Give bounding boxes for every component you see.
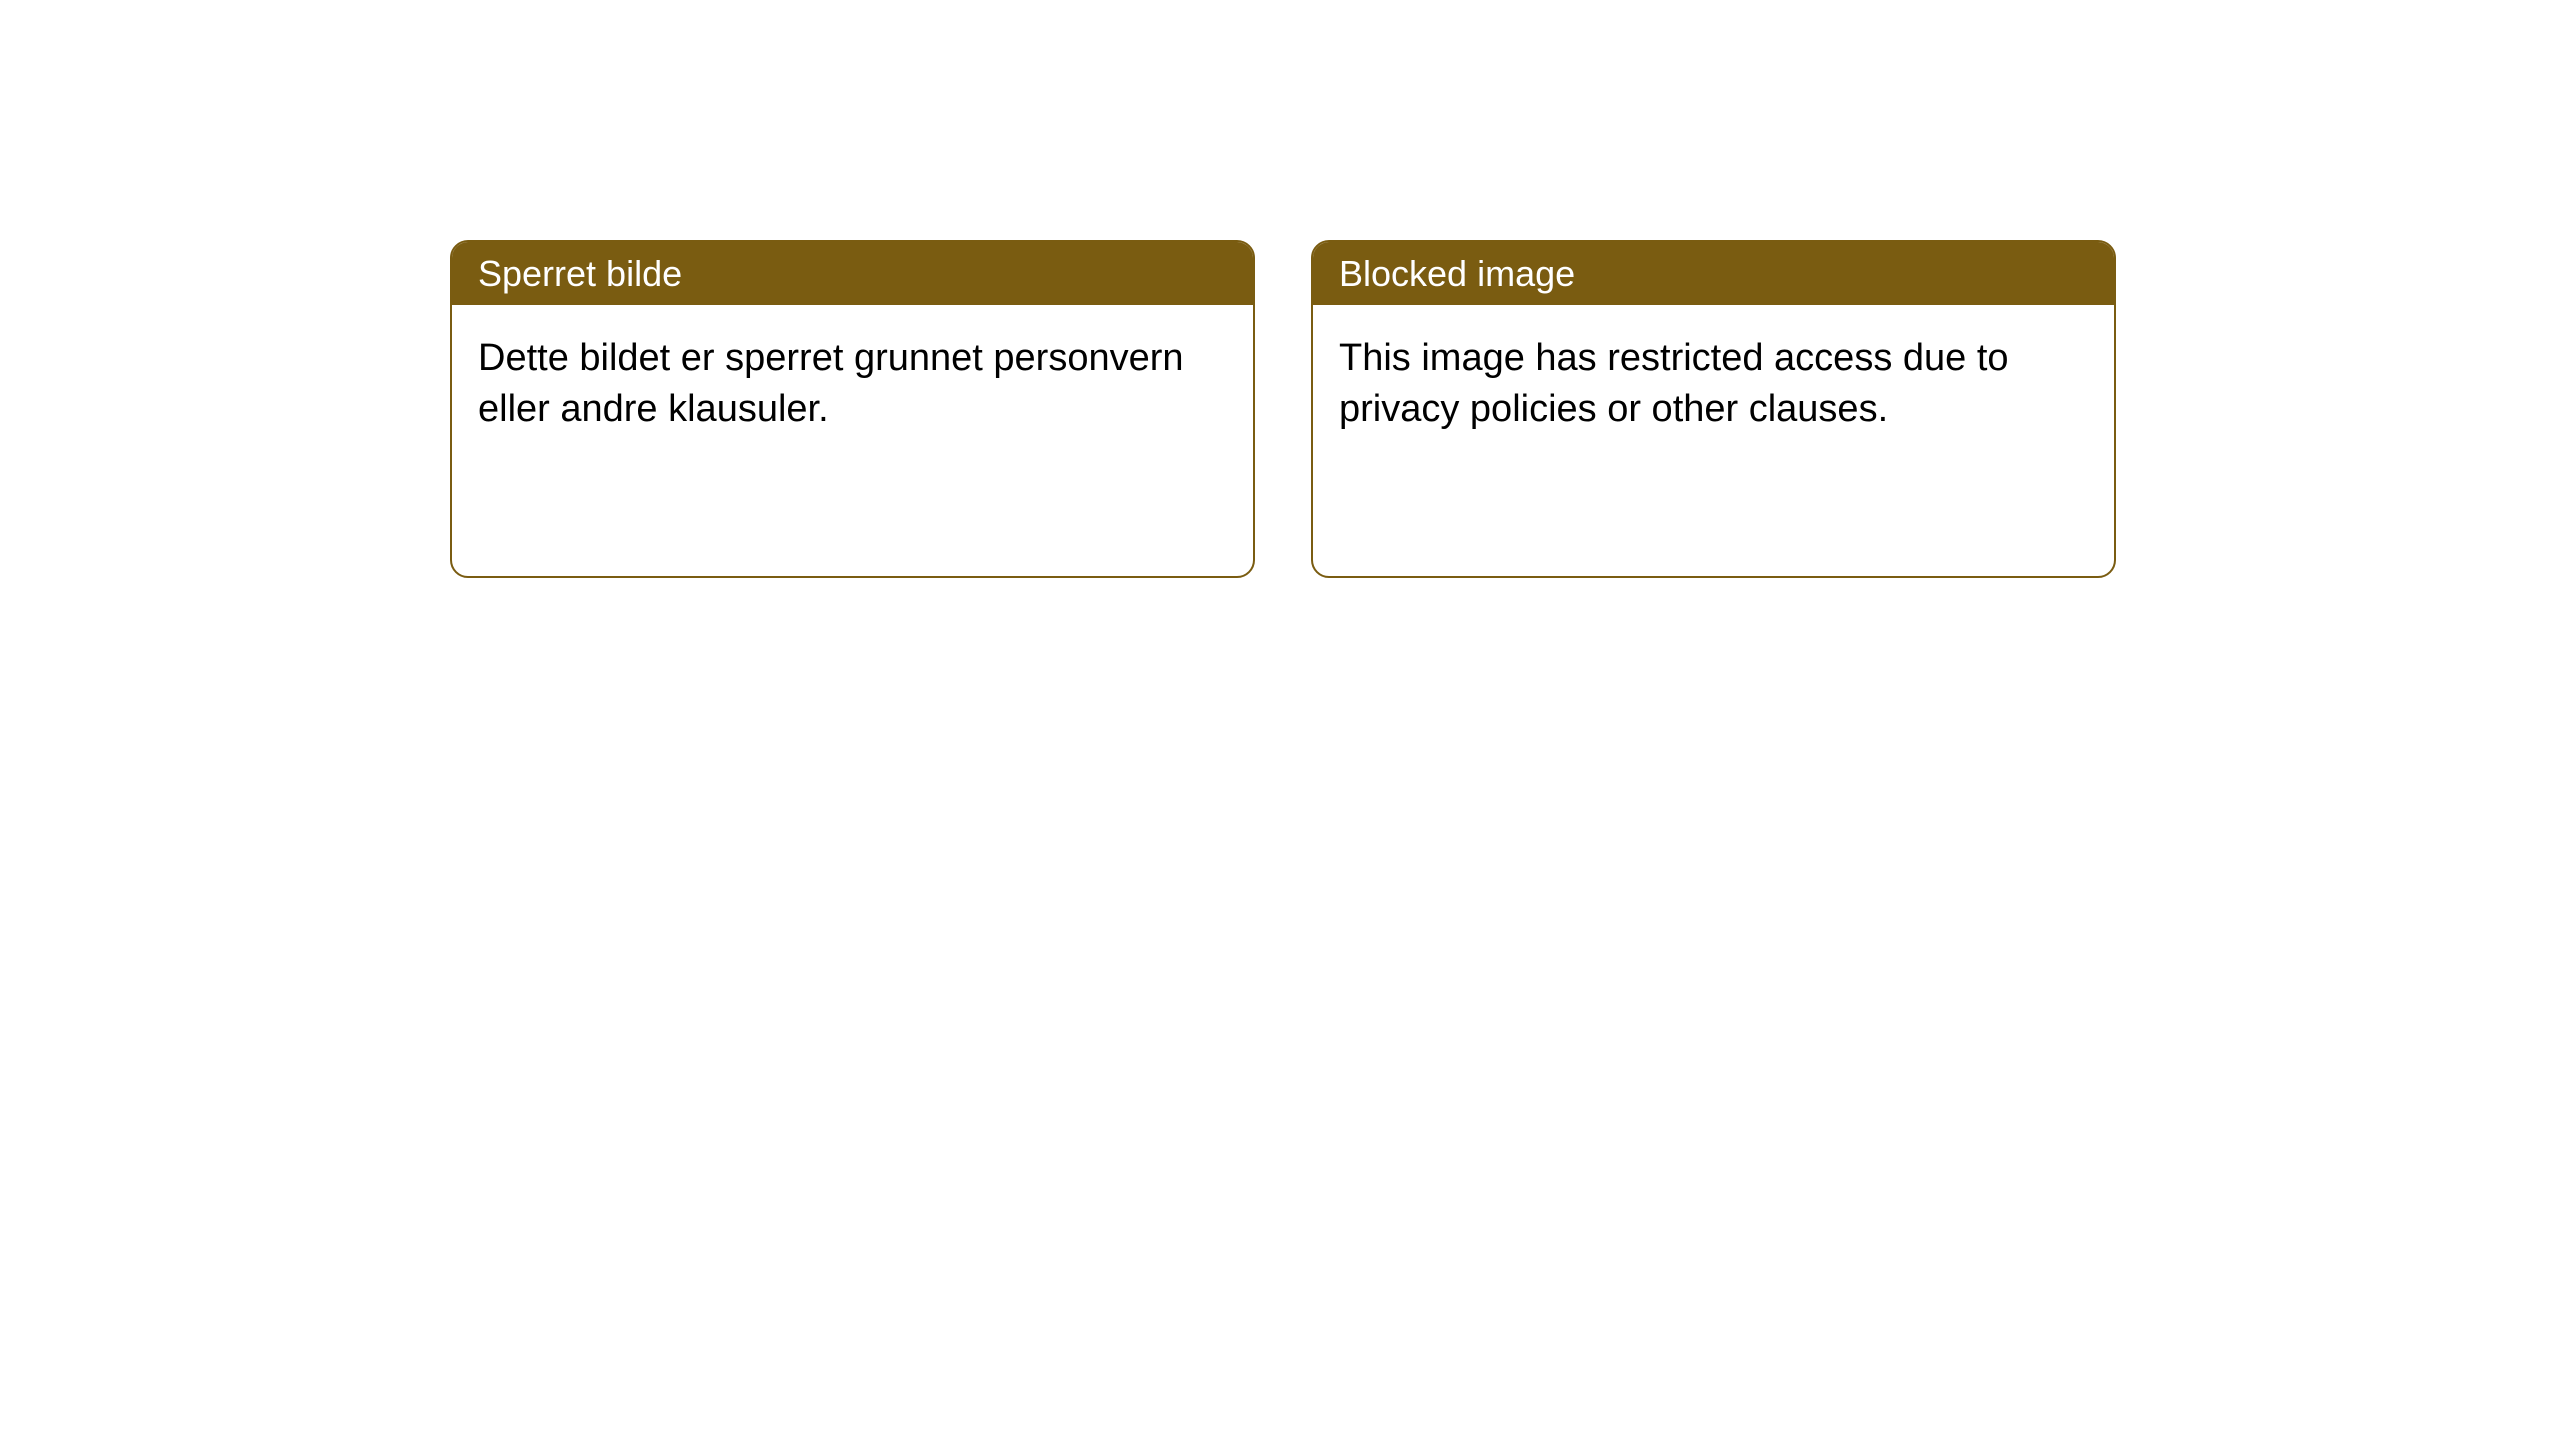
blocked-image-card-en: Blocked image This image has restricted … xyxy=(1311,240,2116,578)
card-title: Blocked image xyxy=(1339,253,1575,294)
blocked-image-card-no: Sperret bilde Dette bildet er sperret gr… xyxy=(450,240,1255,578)
card-title: Sperret bilde xyxy=(478,253,682,294)
card-header: Blocked image xyxy=(1313,242,2114,305)
card-body-text: This image has restricted access due to … xyxy=(1339,337,2009,430)
card-body-text: Dette bildet er sperret grunnet personve… xyxy=(478,337,1184,430)
notice-container: Sperret bilde Dette bildet er sperret gr… xyxy=(0,0,2560,578)
card-header: Sperret bilde xyxy=(452,242,1253,305)
card-body: Dette bildet er sperret grunnet personve… xyxy=(452,305,1253,464)
card-body: This image has restricted access due to … xyxy=(1313,305,2114,464)
